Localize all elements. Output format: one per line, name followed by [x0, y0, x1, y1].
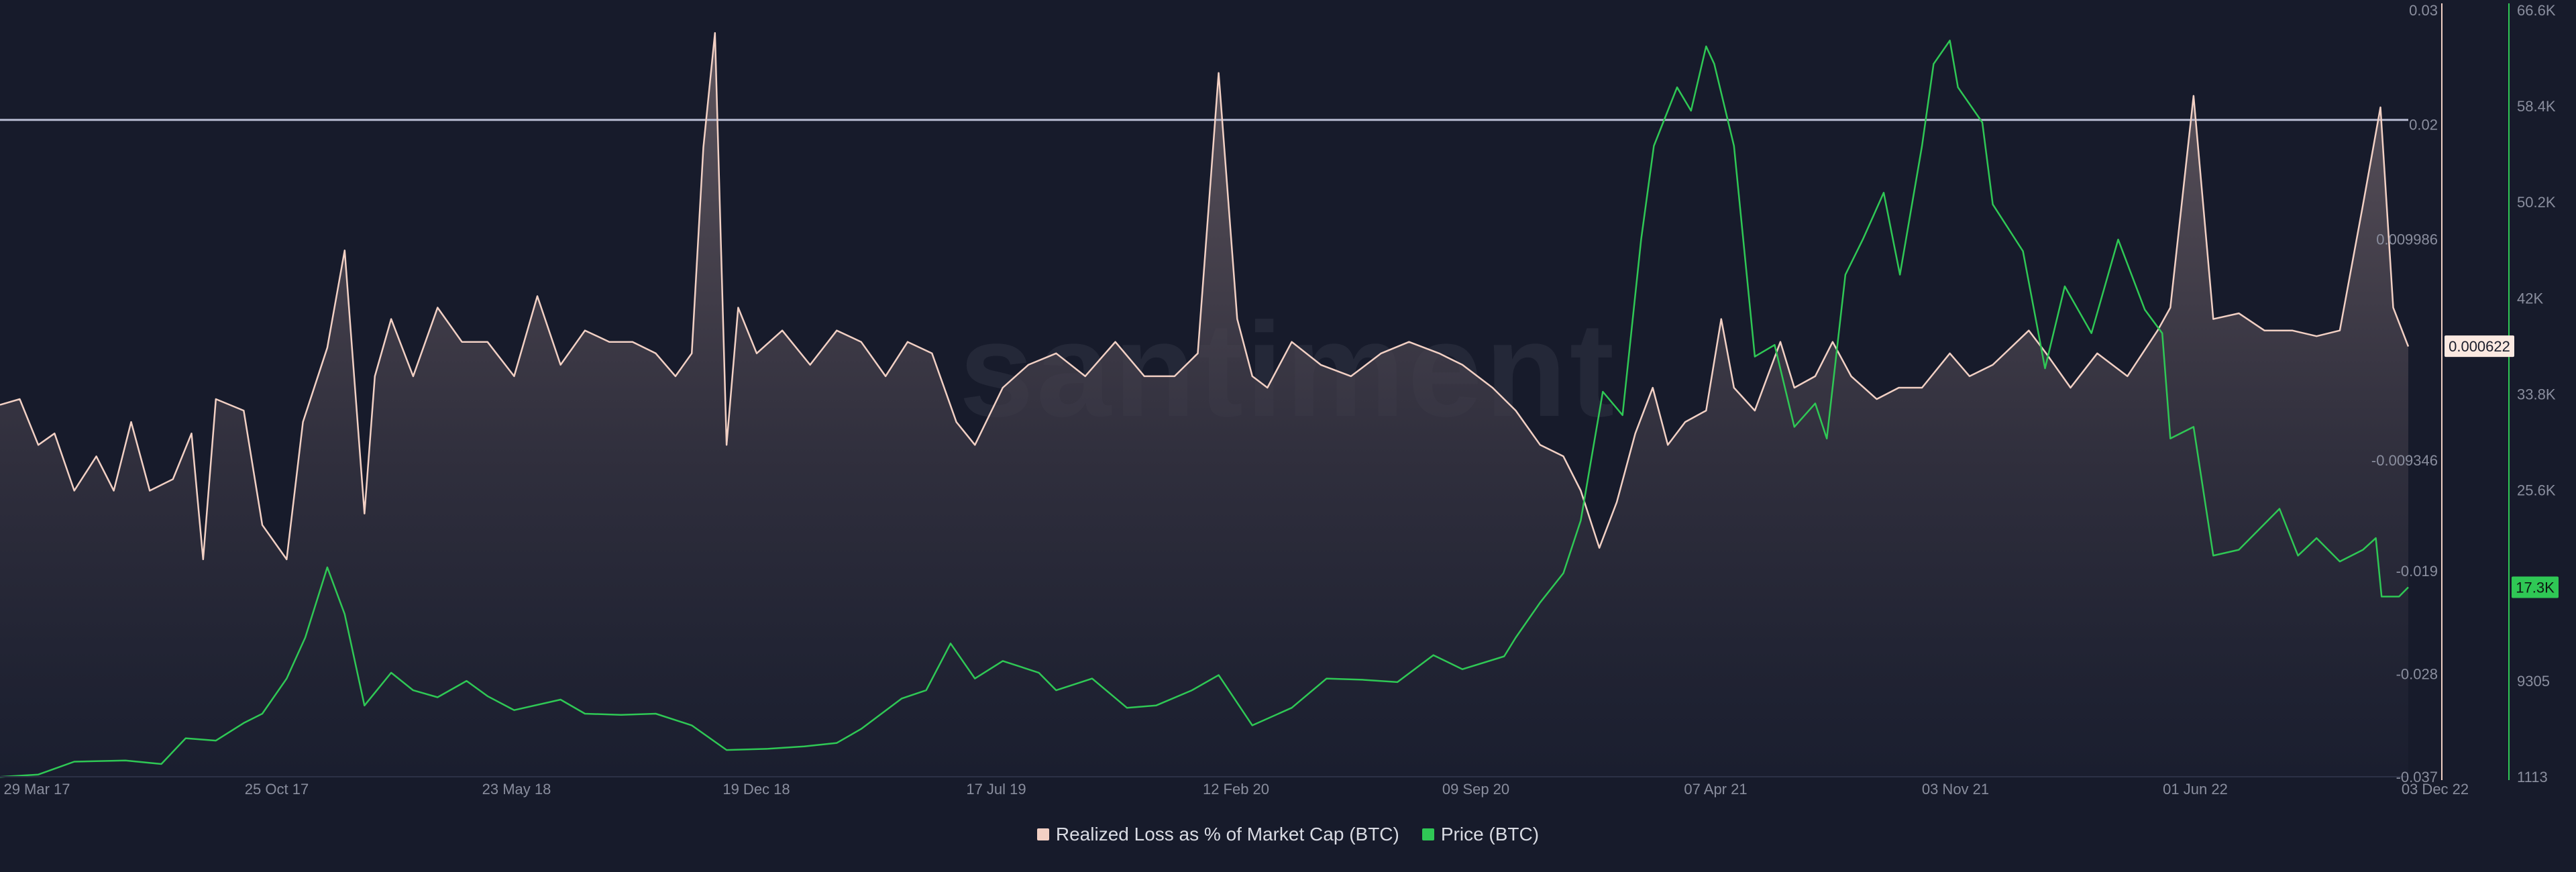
value-badges: 0.000622 17.3K [2445, 335, 2559, 598]
right-tick-label: 25.6K [2517, 482, 2556, 499]
x-tick-label: 03 Dec 22 [2402, 781, 2469, 798]
legend-item-price[interactable]: Price (BTC) [1421, 824, 1540, 845]
left-tick-label: -0.028 [2396, 665, 2438, 682]
x-tick-label: 23 May 18 [482, 781, 551, 798]
series-lines-layer [0, 32, 2410, 778]
legend: Realized Loss as % of Market Cap (BTC) P… [0, 824, 2576, 845]
x-axis-ticks: 29 Mar 17 25 Oct 17 23 May 18 19 Dec 18 17 J… [3, 781, 2469, 798]
x-tick-label: 07 Apr 21 [1684, 781, 1747, 798]
x-tick-label: 09 Sep 20 [1442, 781, 1509, 798]
realized-loss-line [0, 32, 2410, 561]
right-tick-label: 42K [2517, 290, 2543, 307]
right-tick-label: 9305 [2517, 673, 2550, 690]
left-axis-ticks: 0.03 0.02 0.009986 -0.009346 -0.019 -0.028 -0.… [2371, 2, 2438, 785]
right-tick-label: 66.6K [2517, 2, 2556, 19]
price-line [0, 40, 2409, 778]
left-tick-label: 0.03 [2409, 2, 2438, 19]
legend-item-realized-loss[interactable]: Realized Loss as % of Market Cap (BTC) [1036, 824, 1399, 845]
x-tick-label: 29 Mar 17 [3, 781, 70, 798]
x-tick-label: 17 Jul 19 [966, 781, 1026, 798]
x-tick-label: 01 Jun 22 [2163, 781, 2228, 798]
right-axis-ticks: 66.6K 58.4K 50.2K 42K 33.8K 25.6K 9305 1113 [2517, 2, 2556, 785]
right-tick-label: 33.8K [2517, 386, 2556, 402]
price-value-badge-bg [2512, 576, 2559, 598]
x-tick-label: 25 Oct 17 [245, 781, 309, 798]
loss-value-badge-bg [2445, 335, 2514, 358]
right-tick-label: 1113 [2517, 769, 2548, 785]
legend-swatch-price [1421, 828, 1434, 840]
loss-area-layer [0, 33, 2408, 777]
right-tick-label: 50.2K [2517, 194, 2556, 211]
left-tick-label: 0.02 [2409, 117, 2438, 133]
legend-label-price: Price (BTC) [1440, 824, 1540, 844]
right-tick-label: 58.4K [2517, 98, 2556, 115]
left-tick-label: 0.009986 [2376, 231, 2438, 248]
x-tick-label: 12 Feb 20 [1203, 781, 1269, 798]
axes-layer [0, 3, 2510, 780]
legend-label-realized-loss: Realized Loss as % of Market Cap (BTC) [1055, 824, 1399, 844]
x-tick-label: 19 Dec 18 [722, 781, 790, 798]
left-tick-label: -0.009346 [2371, 452, 2438, 469]
x-tick-label: 03 Nov 21 [1922, 781, 1989, 798]
realized-loss-area [0, 33, 2408, 777]
legend-swatch-realized-loss [1036, 828, 1049, 840]
left-tick-label: -0.037 [2396, 769, 2438, 785]
price-value-badge: 17.3K [2516, 579, 2555, 596]
loss-value-badge: 0.000622 [2449, 338, 2510, 355]
left-tick-label: -0.019 [2396, 563, 2438, 580]
